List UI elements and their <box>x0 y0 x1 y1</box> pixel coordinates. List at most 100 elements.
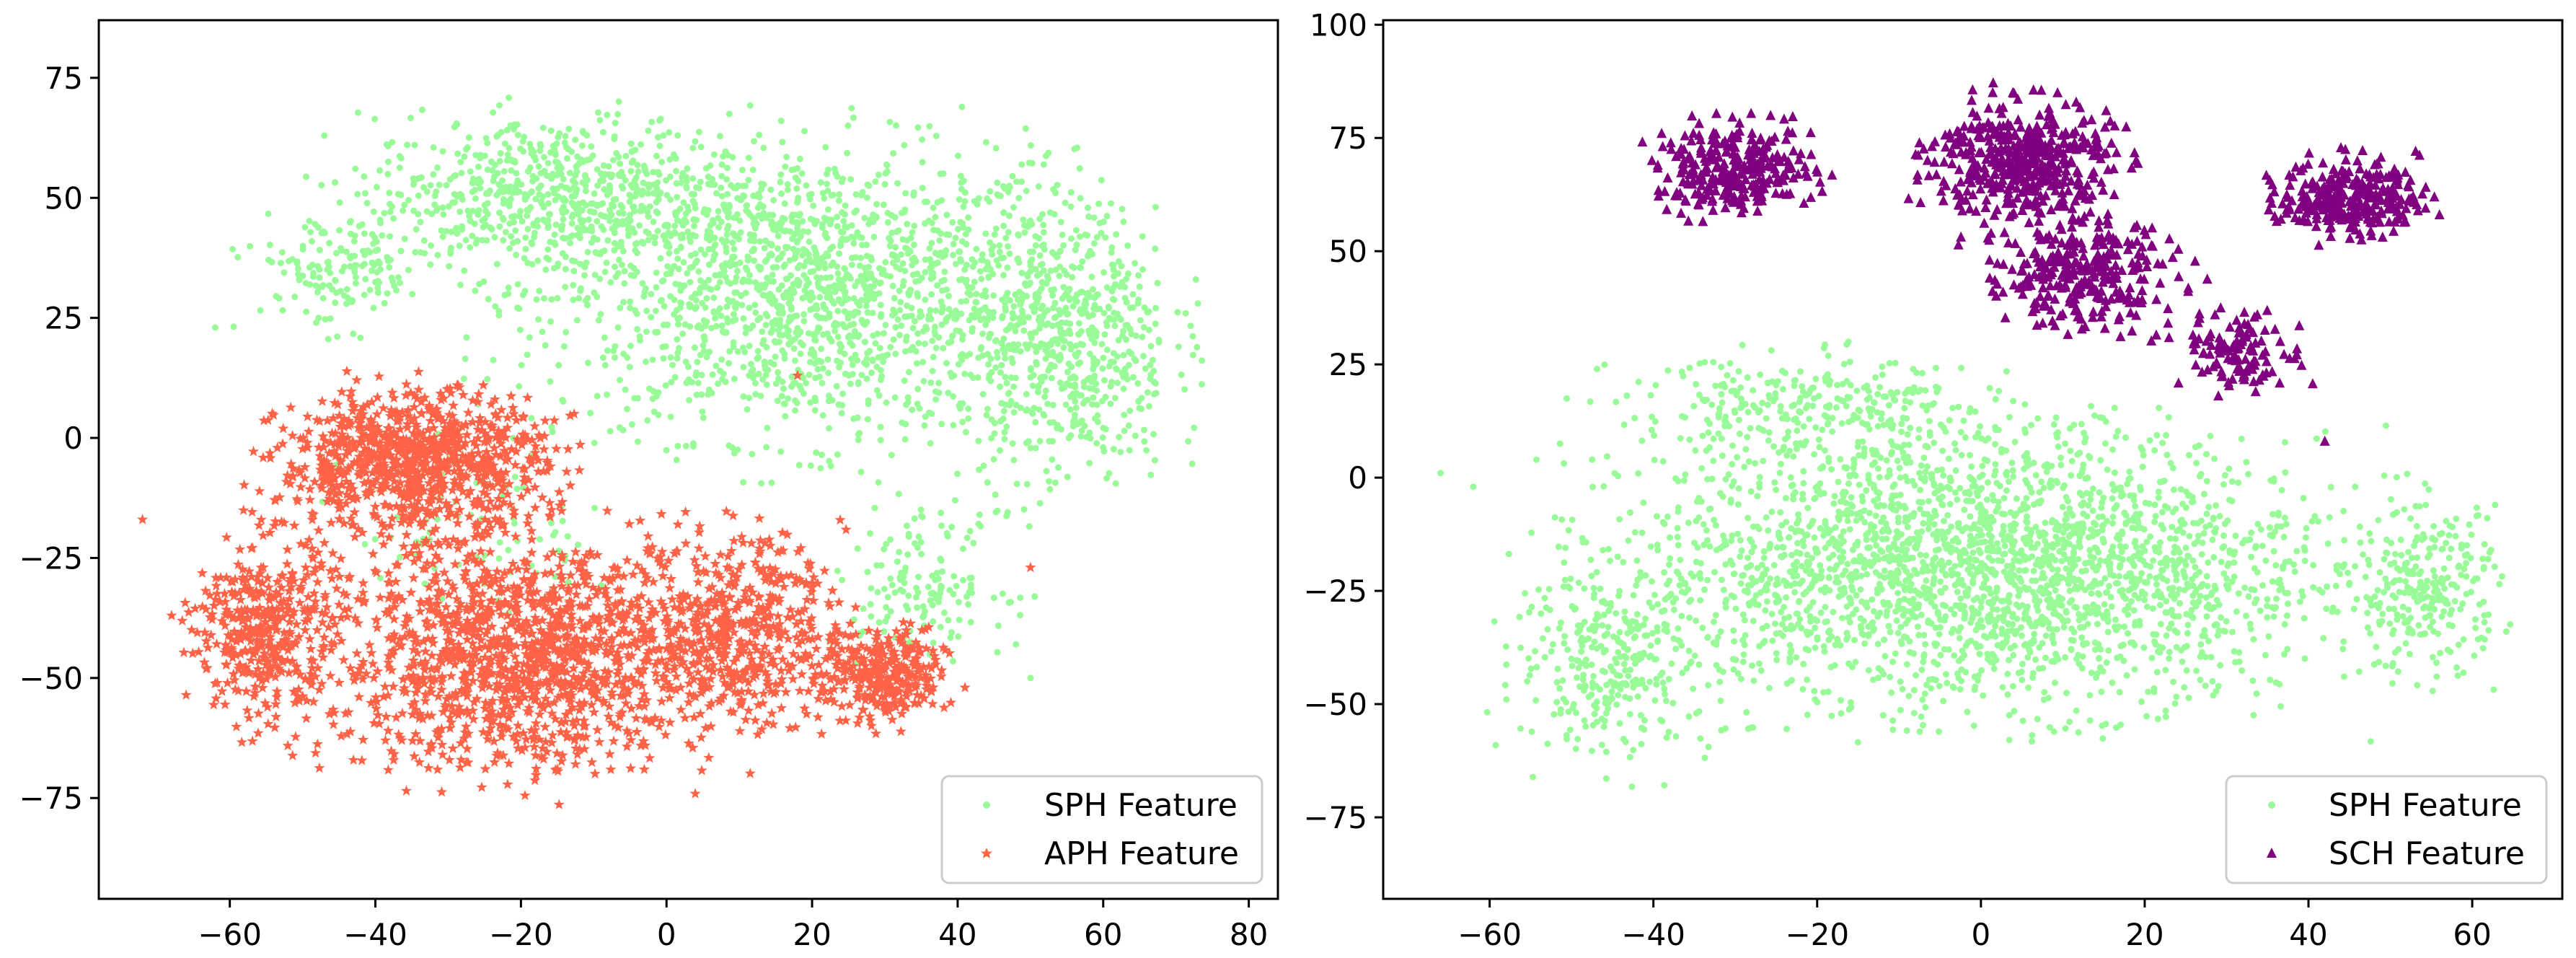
data-point <box>985 334 992 341</box>
data-point <box>1041 373 1049 380</box>
data-point <box>854 545 861 552</box>
data-point <box>393 287 400 294</box>
data-point <box>484 139 491 146</box>
data-point <box>966 574 974 581</box>
data-point <box>835 364 842 371</box>
data-point <box>912 594 919 601</box>
data-point <box>740 315 747 322</box>
data-point <box>871 277 878 284</box>
data-point <box>621 268 628 275</box>
data-point <box>1035 183 1042 190</box>
data-point <box>854 299 861 306</box>
data-point <box>718 184 725 191</box>
data-point <box>817 179 824 186</box>
data-point <box>679 330 687 338</box>
data-point <box>477 154 484 162</box>
data-point <box>674 132 682 139</box>
data-point <box>731 184 738 191</box>
data-point <box>1015 195 1023 202</box>
data-point <box>983 411 990 418</box>
data-point <box>959 418 966 426</box>
data-point <box>784 276 791 283</box>
data-point <box>751 302 759 309</box>
data-point <box>581 272 588 279</box>
data-point <box>841 211 848 218</box>
data-point <box>1010 383 1018 390</box>
data-point <box>948 333 956 340</box>
data-point <box>826 425 832 432</box>
data-point <box>1000 271 1007 278</box>
data-point <box>819 379 826 387</box>
data-point <box>798 170 806 177</box>
data-point <box>1040 221 1047 229</box>
data-point <box>643 228 650 235</box>
data-point <box>848 261 855 268</box>
data-point <box>761 245 768 252</box>
data-point <box>1099 434 1106 441</box>
data-point <box>751 258 758 264</box>
data-point <box>1125 270 1132 277</box>
data-point <box>792 407 798 414</box>
data-point <box>379 232 386 239</box>
data-point <box>607 279 614 286</box>
data-point <box>1106 363 1113 370</box>
data-point <box>428 242 435 249</box>
data-point <box>573 186 581 193</box>
data-point <box>1064 473 1071 480</box>
data-point <box>434 252 441 259</box>
data-point <box>373 183 380 190</box>
data-point <box>1020 216 1027 224</box>
data-point <box>975 354 982 361</box>
data-point <box>851 328 858 335</box>
data-point <box>1146 326 1152 333</box>
data-point <box>1126 326 1134 333</box>
data-point <box>650 408 658 416</box>
data-point <box>764 312 771 320</box>
data-point <box>438 227 445 234</box>
data-point <box>850 234 857 242</box>
data-point <box>460 375 467 382</box>
data-point <box>702 284 709 291</box>
data-point <box>911 222 918 229</box>
data-point <box>928 219 935 227</box>
data-point <box>901 436 909 443</box>
data-point <box>800 228 807 235</box>
data-point <box>636 222 643 229</box>
data-point <box>762 322 769 328</box>
data-point <box>1077 264 1084 271</box>
data-point <box>1020 506 1028 513</box>
data-point <box>958 185 965 193</box>
data-point <box>934 282 941 289</box>
data-point <box>753 193 760 200</box>
data-point <box>332 179 338 186</box>
data-point <box>834 451 841 458</box>
data-point <box>711 234 718 242</box>
data-point <box>1103 322 1111 330</box>
data-point <box>777 171 785 178</box>
data-point <box>781 200 788 207</box>
data-point <box>1185 438 1191 445</box>
data-point <box>807 359 813 366</box>
data-point <box>370 208 377 215</box>
data-point <box>1088 273 1095 281</box>
data-point <box>863 241 870 248</box>
data-point <box>519 138 526 145</box>
data-point <box>1022 281 1028 288</box>
data-point <box>1121 411 1128 418</box>
data-point <box>410 175 417 182</box>
data-point <box>970 540 977 547</box>
data-point <box>725 442 733 449</box>
data-point <box>861 214 868 221</box>
data-point <box>705 386 713 393</box>
data-point <box>960 576 966 584</box>
data-point <box>895 491 902 498</box>
data-point <box>374 246 381 253</box>
data-point <box>890 336 897 343</box>
data-point <box>938 522 945 529</box>
data-point <box>901 141 908 149</box>
data-point <box>1009 172 1016 180</box>
data-point <box>826 335 833 342</box>
data-point <box>389 278 397 285</box>
data-point <box>562 265 569 273</box>
data-point <box>1000 183 1007 190</box>
